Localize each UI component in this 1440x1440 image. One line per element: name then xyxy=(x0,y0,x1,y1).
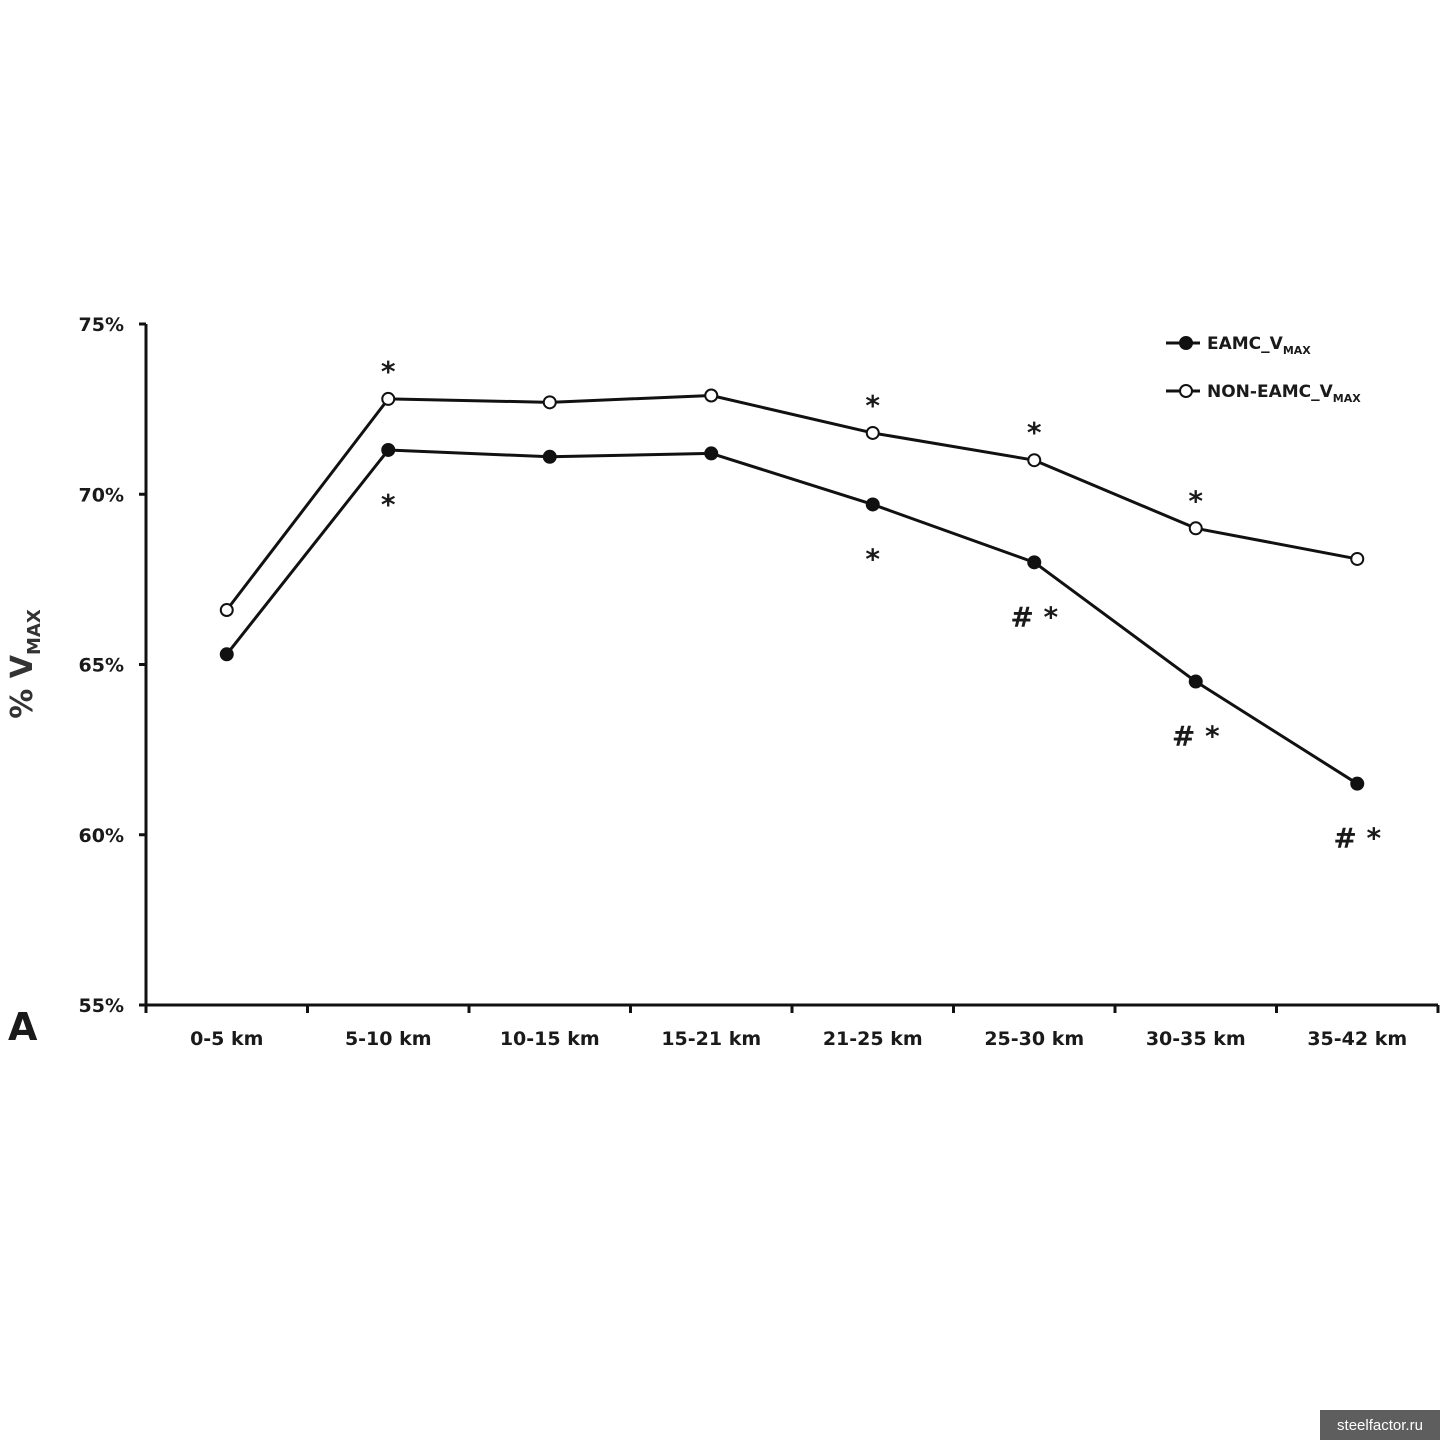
chart-axes: 55% 60% 65% 70% 75% 0-5 km 5-10 km 10-15 km 15-2… xyxy=(79,314,1440,1050)
data-point-eamc-v xyxy=(865,497,880,512)
data-point-non-eamc-v xyxy=(219,603,234,618)
y-tick-label: 60% xyxy=(79,825,124,847)
legend-marker-non-eamc xyxy=(1179,384,1193,398)
y-tick-label: 70% xyxy=(79,484,124,506)
series-line-non-eamc-v xyxy=(225,394,1358,611)
series-non-eamc-v xyxy=(219,388,1365,618)
significance-marker: * xyxy=(1188,484,1203,517)
legend-label-non-eamc-main: NON-EAMC_V xyxy=(1207,382,1334,402)
data-point-non-eamc-v xyxy=(865,425,880,440)
panel-label: A xyxy=(8,1005,38,1049)
series-eamc-v xyxy=(219,442,1365,791)
data-point-eamc-v xyxy=(381,442,396,457)
significance-marker: * xyxy=(865,389,880,422)
y-axis-label-subscript: MAX xyxy=(24,609,45,655)
data-point-eamc-v xyxy=(1027,555,1042,570)
x-tick-label: 0-5 km xyxy=(190,1028,263,1050)
data-point-eamc-v xyxy=(219,647,234,662)
legend-label-eamc-main: EAMC_V xyxy=(1207,334,1284,354)
x-tick-label: 21-25 km xyxy=(823,1028,923,1050)
data-point-non-eamc-v xyxy=(1027,453,1042,468)
y-axis-label: % VMAX xyxy=(5,609,45,719)
significance-marker: * xyxy=(865,542,880,575)
legend-item-eamc: EAMC_VMAX xyxy=(1166,334,1311,357)
significance-marker: # * xyxy=(1172,720,1220,753)
legend-marker-eamc xyxy=(1179,336,1193,350)
x-tick-label: 5-10 km xyxy=(345,1028,432,1050)
data-point-eamc-v xyxy=(1350,776,1365,791)
legend-label-non-eamc: NON-EAMC_VMAX xyxy=(1207,382,1361,405)
annotation-layer: * * * * * # * * # * # * xyxy=(381,355,1382,855)
significance-marker: * xyxy=(381,355,396,388)
data-point-non-eamc-v xyxy=(542,395,557,410)
legend-label-eamc-subscript: MAX xyxy=(1283,344,1311,357)
legend-label-eamc: EAMC_VMAX xyxy=(1207,334,1311,357)
significance-marker: * xyxy=(1027,416,1042,449)
legend: EAMC_VMAX NON-EAMC_VMAX xyxy=(1166,334,1361,405)
x-tick-label: 15-21 km xyxy=(661,1028,761,1050)
data-point-eamc-v xyxy=(704,446,719,461)
data-point-non-eamc-v xyxy=(1188,521,1203,536)
x-tick-label: 10-15 km xyxy=(500,1028,600,1050)
legend-item-non-eamc: NON-EAMC_VMAX xyxy=(1166,382,1361,405)
x-tick-label: 35-42 km xyxy=(1307,1028,1407,1050)
significance-marker: # * xyxy=(1010,600,1058,633)
series-line-eamc-v xyxy=(225,448,1359,785)
significance-marker: # * xyxy=(1333,822,1381,855)
y-axis-label-main: % V xyxy=(5,654,40,719)
data-point-non-eamc-v xyxy=(704,388,719,403)
x-tick-label: 30-35 km xyxy=(1146,1028,1246,1050)
data-point-non-eamc-v xyxy=(1350,551,1365,566)
legend-label-non-eamc-subscript: MAX xyxy=(1333,392,1361,405)
data-point-non-eamc-v xyxy=(381,391,396,406)
watermark: steelfactor.ru xyxy=(1320,1410,1440,1440)
y-tick-label: 75% xyxy=(79,314,124,336)
data-point-eamc-v xyxy=(1188,674,1203,689)
x-tick-label: 25-30 km xyxy=(984,1028,1084,1050)
data-point-eamc-v xyxy=(542,449,557,464)
y-tick-label: 55% xyxy=(79,995,124,1017)
significance-marker: * xyxy=(381,488,396,521)
series-layer xyxy=(219,388,1365,791)
y-tick-label: 65% xyxy=(79,655,124,677)
